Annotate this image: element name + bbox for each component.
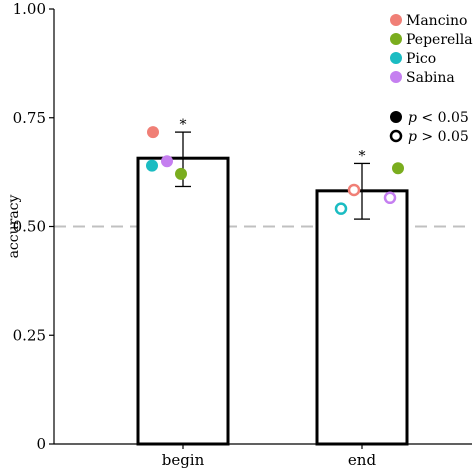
y-tick-label: 1.00 (13, 0, 46, 18)
chart-points (146, 126, 404, 215)
y-axis-label: accuracy (6, 194, 22, 258)
significance-star: * (180, 117, 187, 133)
point-mancino-end (347, 183, 361, 197)
point-peperella-begin (175, 167, 187, 180)
y-tick-label: 0.25 (13, 326, 46, 344)
legend-marker-nonsignificant (389, 129, 403, 143)
legend-label-significance: p < 0.05 (408, 110, 469, 126)
legend-marker-mancino (390, 14, 402, 26)
point-pico-end (334, 202, 348, 215)
point-mancino-begin (147, 126, 159, 139)
legend-label-sabina: Sabina (406, 70, 455, 86)
legend-label-significance: p > 0.05 (408, 129, 469, 145)
legend-label-pico: Pico (406, 51, 436, 67)
point-peperella-end (392, 162, 404, 175)
point-pico-begin (146, 159, 158, 172)
y-tick-label: 0 (36, 435, 46, 453)
y-tick-label: 0.50 (13, 218, 46, 236)
legend-marker-sabina (390, 71, 402, 83)
legend-marker-peperella (390, 33, 402, 45)
chart-legend: Mancino Peperella Pico Sabina p < 0.05 p > 0.… (389, 13, 473, 145)
bar-end (315, 189, 409, 446)
legend-marker-significant (390, 111, 402, 123)
point-sabina-begin (161, 155, 173, 168)
x-tick-label: begin (162, 451, 205, 469)
legend-label-peperella: Peperella (406, 32, 473, 48)
significance-star: * (359, 148, 366, 164)
chart-axes: 0 0.25 0.50 0.75 1.00 begin end (13, 0, 472, 469)
x-tick-label: end (348, 451, 377, 469)
legend-marker-pico (390, 52, 402, 64)
y-tick-label: 0.75 (13, 109, 46, 127)
chart-bars: ** (136, 117, 409, 446)
legend-label-mancino: Mancino (406, 13, 467, 29)
point-sabina-end (383, 191, 397, 205)
bar-begin (136, 156, 230, 446)
